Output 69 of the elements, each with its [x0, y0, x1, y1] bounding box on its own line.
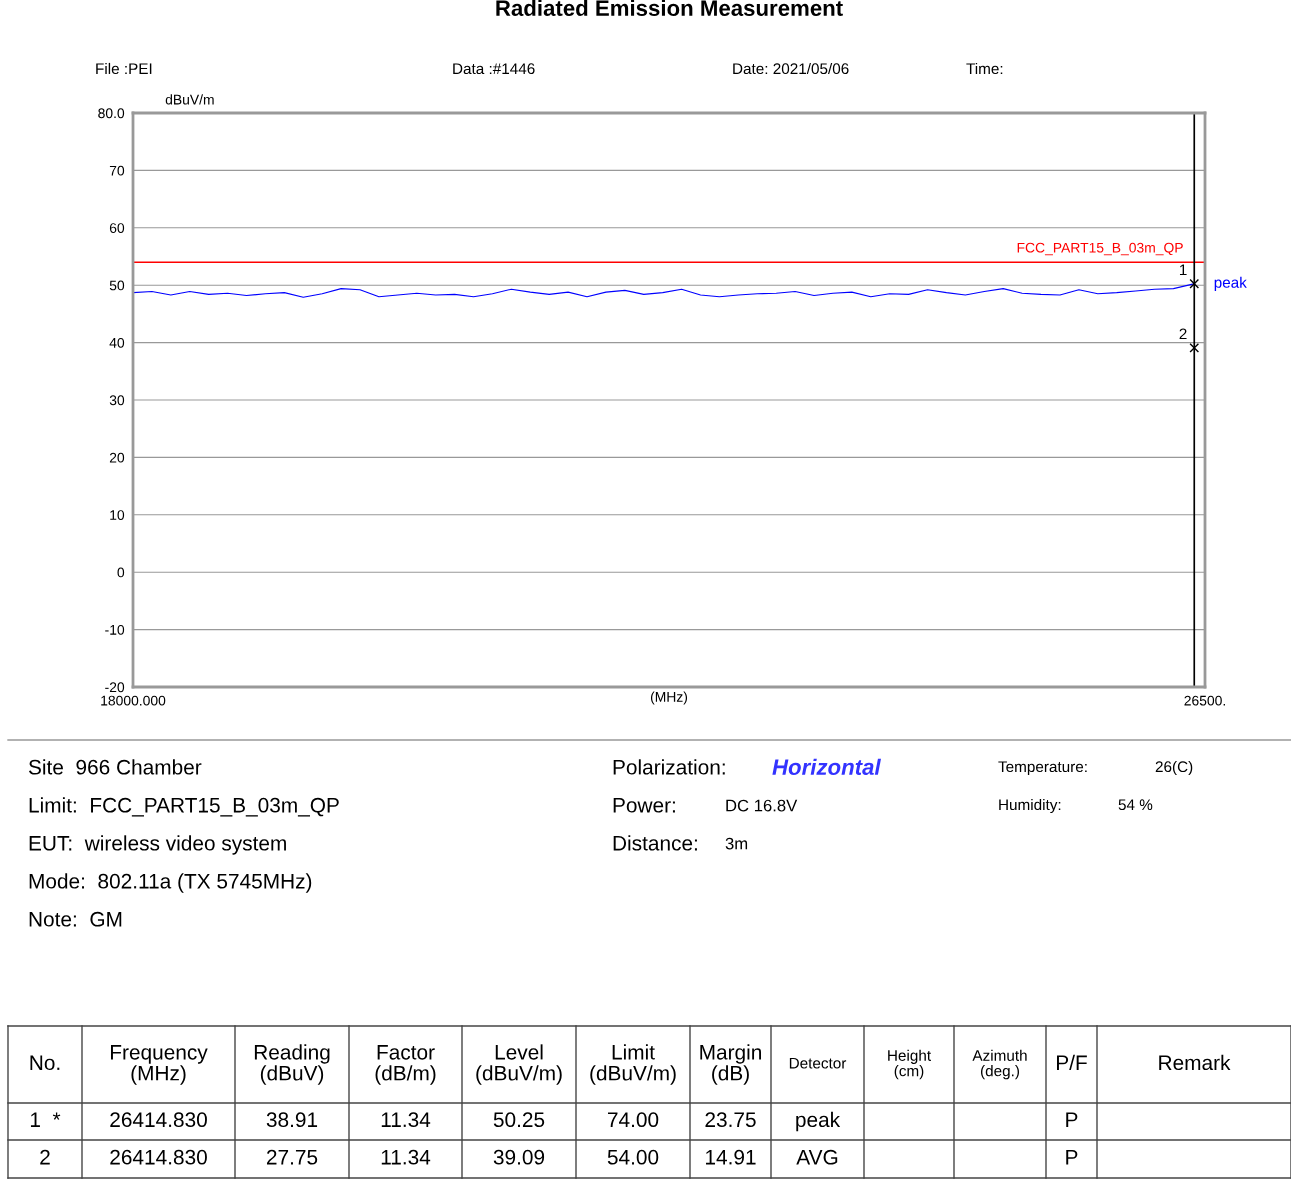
- text: P: [1066, 1150, 1078, 1165]
- x-tick-label: 18000.000: [101, 695, 166, 706]
- text: Site 966 Chamber: [28, 759, 202, 775]
- text: Remark: [1159, 1054, 1231, 1071]
- text: Temperature:: [998, 761, 1087, 776]
- series-label: peak: [1214, 276, 1247, 291]
- text: 27.75: [266, 1149, 318, 1165]
- y-tick-label: 70: [109, 165, 125, 176]
- text: Limit: FCC_PART15_B_03m_QP: [29, 797, 339, 817]
- y-tick-label: 60: [109, 223, 125, 233]
- text: 26414.830: [110, 1112, 207, 1128]
- text: File :PEI: [96, 62, 152, 75]
- annotation: 1: [1179, 264, 1187, 276]
- y-tick-label: -10: [105, 624, 125, 635]
- text: Note: GM: [29, 911, 122, 927]
- text: 50.25: [493, 1112, 545, 1128]
- text: EUT: wireless video system: [29, 835, 286, 855]
- text: Time:: [966, 62, 1003, 75]
- text: Power:: [613, 798, 675, 813]
- text: P/F: [1057, 1054, 1087, 1071]
- y-tick-label: 30: [109, 395, 125, 406]
- y-tick-label: 0: [117, 567, 125, 578]
- text: Azimuth (deg.): [972, 1049, 1027, 1080]
- x-axis-title: (MHz): [650, 691, 688, 705]
- y-tick-label: 20: [109, 452, 125, 463]
- y-tick-label: 80.0: [98, 108, 125, 119]
- text: Limit (dBuV/m): [590, 1044, 676, 1085]
- text: Reading (dBuV): [254, 1044, 330, 1085]
- text: Polarization:: [613, 759, 725, 775]
- text: No.: [30, 1055, 60, 1071]
- text: Factor (dB/m): [375, 1045, 436, 1085]
- text: Margin (dB): [700, 1044, 761, 1085]
- text: Detector: [789, 1057, 847, 1069]
- text: AVG: [796, 1149, 838, 1165]
- text: Frequency (MHz): [111, 1045, 208, 1085]
- text: Horizontal: [772, 758, 882, 775]
- text: 11.34: [381, 1112, 431, 1128]
- text: Level (dBuV/m): [476, 1044, 562, 1085]
- chart-title: Radiated Emission Measurement: [496, 0, 843, 16]
- ref-line-label: FCC_PART15_B_03m_QP: [1017, 242, 1183, 256]
- text: 11.34: [381, 1149, 431, 1165]
- y-tick-label: 40: [109, 337, 125, 348]
- text: 23.75: [705, 1112, 756, 1128]
- text: DC 16.8V: [726, 799, 798, 812]
- text: 2: [40, 1149, 50, 1165]
- text: Data :#1446: [453, 63, 535, 75]
- text: 26(C): [1155, 760, 1193, 776]
- text: Humidity:: [999, 798, 1061, 814]
- annotation: 2: [1179, 328, 1187, 340]
- text: 1 *: [30, 1112, 61, 1127]
- text: Height (cm): [888, 1049, 931, 1080]
- text: Date: 2021/05/06: [733, 62, 849, 75]
- text: 26414.830: [110, 1149, 207, 1165]
- text: 74.00: [608, 1112, 659, 1128]
- text: 38.91: [266, 1112, 318, 1128]
- text: 54 %: [1118, 799, 1153, 811]
- text: Mode: 802.11a (TX 5745MHz): [29, 873, 312, 893]
- text: peak: [796, 1111, 841, 1132]
- text: 39.09: [493, 1149, 545, 1165]
- y-axis-title: dBuV/m: [165, 94, 214, 105]
- text: 54.00: [607, 1149, 659, 1165]
- y-tick-label: 10: [110, 510, 125, 520]
- text: P: [1066, 1112, 1078, 1127]
- text: 14.91: [706, 1149, 756, 1165]
- x-tick-label: 26500.: [1184, 695, 1225, 706]
- y-tick-label: 50: [109, 280, 125, 291]
- text: 3m: [725, 837, 748, 850]
- text: Distance:: [613, 835, 697, 851]
- y-tick-label: -20: [105, 682, 125, 693]
